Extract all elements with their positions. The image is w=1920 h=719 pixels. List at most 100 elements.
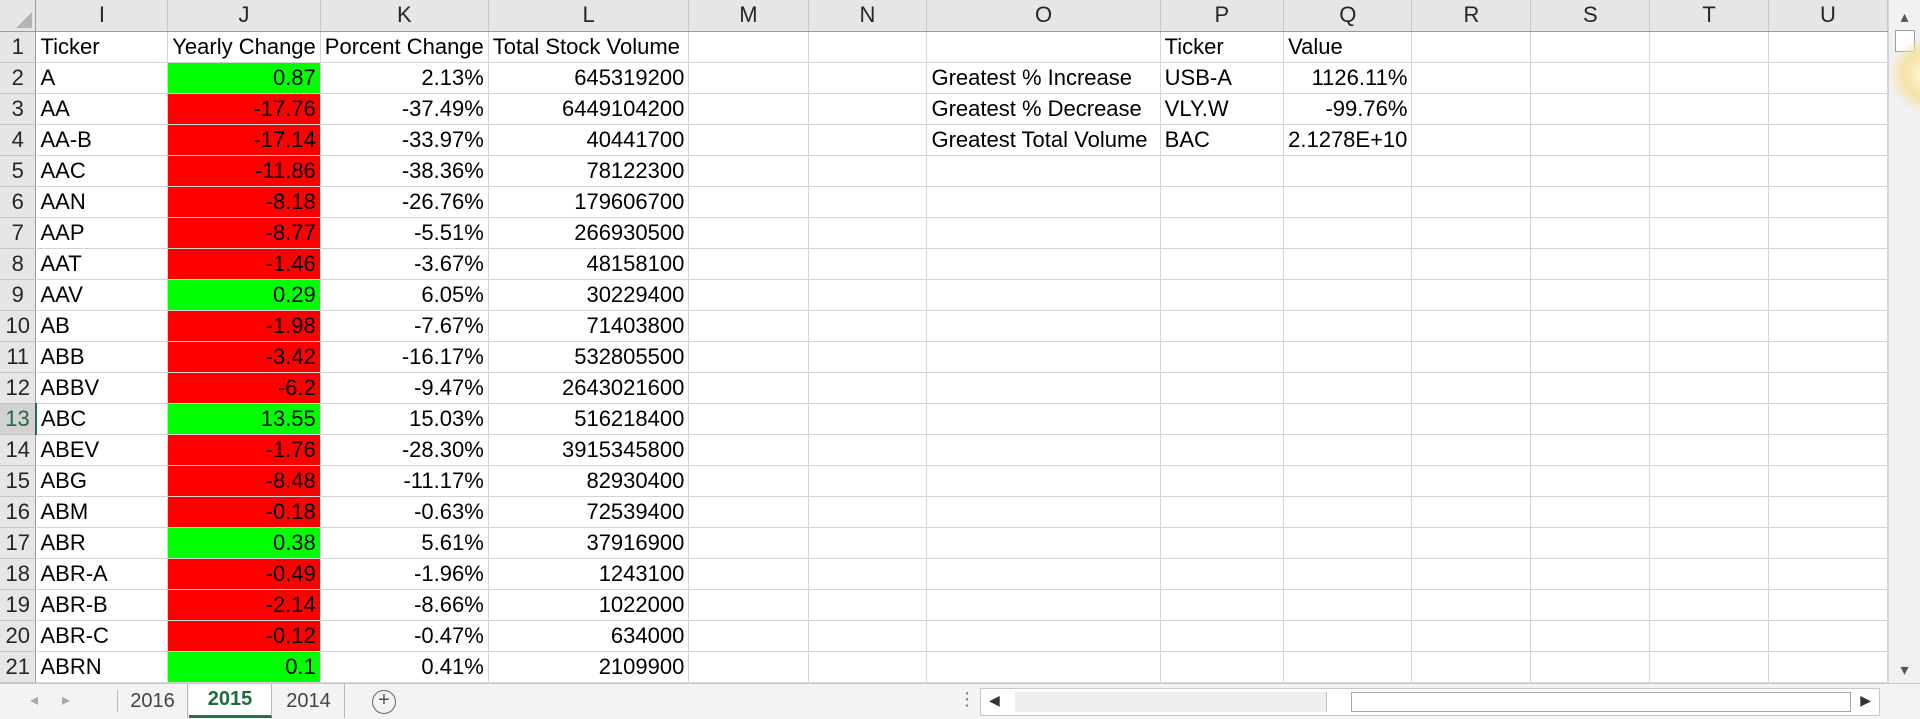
summary-label-cell[interactable] [926, 651, 1161, 683]
summary-value-cell[interactable] [1283, 279, 1413, 311]
cell[interactable] [1530, 217, 1651, 249]
percent-change-cell[interactable]: -28.30% [320, 434, 489, 466]
cell[interactable] [808, 620, 928, 652]
cell[interactable] [688, 186, 809, 218]
cell[interactable] [1530, 620, 1651, 652]
cell[interactable] [1530, 496, 1651, 528]
total-volume-cell[interactable]: 179606700 [488, 186, 690, 218]
ticker-cell[interactable]: AA-B [35, 124, 169, 156]
cell[interactable] [1768, 372, 1888, 404]
cell[interactable] [1768, 341, 1888, 373]
cell[interactable] [688, 465, 809, 497]
cell[interactable] [1411, 620, 1532, 652]
cell[interactable] [1411, 124, 1532, 156]
yearly-change-cell[interactable]: -1.98 [167, 310, 321, 342]
yearly-change-cell[interactable]: -3.42 [167, 341, 321, 373]
row-header[interactable]: 15 [0, 465, 37, 497]
yearly-change-cell[interactable]: -17.76 [167, 93, 321, 125]
cell[interactable] [1530, 372, 1651, 404]
cell[interactable] [1768, 217, 1888, 249]
row-header[interactable]: 6 [0, 186, 37, 218]
cell[interactable] [808, 186, 928, 218]
summary-value-cell[interactable] [1283, 620, 1413, 652]
yearly-change-cell[interactable]: -8.18 [167, 186, 321, 218]
cell[interactable] [808, 62, 928, 94]
cell[interactable] [808, 124, 928, 156]
cell[interactable] [688, 496, 809, 528]
cell[interactable] [1768, 465, 1888, 497]
cell[interactable] [1530, 403, 1651, 435]
summary-ticker-cell[interactable] [1160, 620, 1285, 652]
ticker-cell[interactable]: ABBV [35, 372, 169, 404]
percent-change-cell[interactable]: -5.51% [320, 217, 489, 249]
cell[interactable] [688, 589, 809, 621]
total-volume-cell[interactable]: 1022000 [488, 589, 690, 621]
summary-value-cell[interactable]: 2.1278E+10 [1283, 124, 1413, 156]
ticker-cell[interactable]: A [35, 62, 169, 94]
horizontal-scrollbar[interactable]: ◀ ▶ [980, 688, 1880, 716]
yearly-change-cell[interactable]: -6.2 [167, 372, 321, 404]
percent-change-cell[interactable]: -11.17% [320, 465, 489, 497]
scroll-left-icon[interactable]: ◀ [989, 692, 1000, 708]
ticker-cell[interactable]: ABG [35, 465, 169, 497]
ticker-cell[interactable]: AAP [35, 217, 169, 249]
cell[interactable] [808, 341, 928, 373]
ticker-cell[interactable]: Ticker [35, 31, 169, 63]
cell[interactable] [1768, 62, 1888, 94]
cell[interactable] [1411, 279, 1532, 311]
cell[interactable] [688, 620, 809, 652]
percent-change-cell[interactable]: -1.96% [320, 558, 489, 590]
cell[interactable] [808, 372, 928, 404]
cell[interactable] [1411, 62, 1532, 94]
summary-label-cell[interactable] [926, 341, 1161, 373]
cell[interactable] [1768, 496, 1888, 528]
summary-value-cell[interactable] [1283, 372, 1413, 404]
cell[interactable] [688, 434, 809, 466]
yearly-change-cell[interactable]: -2.14 [167, 589, 321, 621]
cell[interactable] [688, 558, 809, 590]
cell[interactable] [1411, 372, 1532, 404]
summary-label-cell[interactable] [926, 403, 1161, 435]
summary-ticker-cell[interactable] [1160, 496, 1285, 528]
cell[interactable] [1768, 155, 1888, 187]
cell[interactable] [1649, 62, 1769, 94]
cell[interactable] [1768, 651, 1888, 683]
summary-value-cell[interactable] [1283, 589, 1413, 621]
summary-ticker-cell[interactable] [1160, 217, 1285, 249]
cell[interactable] [1649, 372, 1769, 404]
percent-change-cell[interactable]: -16.17% [320, 341, 489, 373]
cell[interactable] [808, 651, 928, 683]
ticker-cell[interactable]: ABM [35, 496, 169, 528]
yearly-change-cell[interactable]: -0.18 [167, 496, 321, 528]
cell[interactable] [1530, 62, 1651, 94]
row-header[interactable]: 21 [0, 651, 37, 683]
cell[interactable] [1411, 589, 1532, 621]
cell[interactable] [1530, 558, 1651, 590]
cell[interactable] [1649, 527, 1769, 559]
summary-label-cell[interactable] [926, 589, 1161, 621]
row-header[interactable]: 19 [0, 589, 37, 621]
cell[interactable] [688, 341, 809, 373]
cell[interactable] [1530, 589, 1651, 621]
column-header-s[interactable]: S [1530, 0, 1651, 32]
cell[interactable] [688, 155, 809, 187]
cell[interactable] [1530, 124, 1651, 156]
summary-label-cell[interactable] [926, 279, 1161, 311]
summary-label-cell[interactable] [926, 186, 1161, 218]
yearly-change-cell[interactable]: -1.76 [167, 434, 321, 466]
row-header[interactable]: 9 [0, 279, 37, 311]
yearly-change-cell[interactable]: -11.86 [167, 155, 321, 187]
yearly-change-cell[interactable]: Yearly Change [167, 31, 321, 63]
column-header-o[interactable]: O [926, 0, 1161, 32]
percent-change-cell[interactable]: Porcent Change [320, 31, 489, 63]
summary-ticker-cell[interactable] [1160, 651, 1285, 683]
cell[interactable] [688, 651, 809, 683]
ticker-cell[interactable]: AA [35, 93, 169, 125]
cell[interactable] [808, 527, 928, 559]
cell[interactable] [1768, 620, 1888, 652]
summary-ticker-cell[interactable] [1160, 372, 1285, 404]
percent-change-cell[interactable]: 0.41% [320, 651, 489, 683]
cell[interactable] [1530, 248, 1651, 280]
column-header-m[interactable]: M [688, 0, 809, 32]
horizontal-scroll-thumb[interactable] [1351, 692, 1851, 712]
